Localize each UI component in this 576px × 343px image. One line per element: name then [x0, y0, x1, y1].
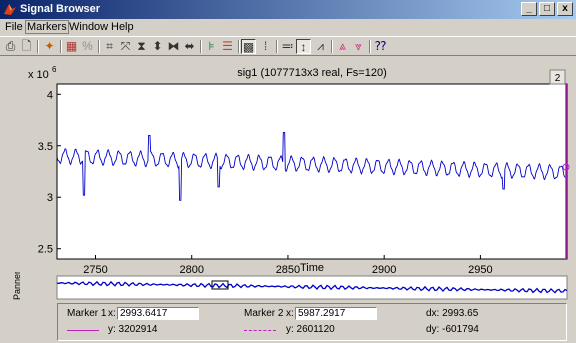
y-exponent-base: x 10	[28, 69, 49, 81]
marker2-line-swatch	[244, 330, 276, 331]
track-markers-icon[interactable]: ⁞	[263, 39, 268, 53]
y-tick-label: 2.5	[38, 244, 53, 256]
zoom-y-in-icon[interactable]: ⬍	[152, 39, 163, 53]
toolbar: ⎙ 🗋 ✦ ▦ % ⌗ ⤧ ⧗ ⬍ ⧓ ⬌ ⊧ ☰ ▩ ⁞ ≕ ↕ ⩘ ⩓ ⩔ …	[0, 36, 576, 56]
slope-markers-icon[interactable]: ≕	[281, 39, 294, 53]
menu-window[interactable]: Window	[69, 21, 109, 33]
marker1-x-label: x:	[108, 308, 116, 319]
marker1-line-swatch	[67, 330, 99, 331]
marker1-y-readout: y: 3202914	[108, 324, 158, 335]
valley-marker-icon[interactable]: ⩔	[355, 39, 362, 53]
print-preview-icon[interactable]: 🗋	[21, 39, 32, 53]
marker1-dot[interactable]	[562, 163, 570, 171]
menu-bar: File Markers Window Help	[0, 19, 576, 36]
y-tick-label: 3.5	[38, 141, 53, 153]
marker1-label: Marker 1	[67, 308, 107, 319]
menu-markers[interactable]: Markers	[25, 20, 69, 34]
whats-this-help-icon[interactable]: ⁇	[374, 39, 387, 53]
zoom-x-in-icon[interactable]: ⬌	[184, 39, 195, 53]
dy-readout: dy: -601794	[426, 324, 479, 335]
marker2-x-field[interactable]: 5987.2917	[295, 307, 377, 320]
panner-signal-line	[56, 280, 568, 294]
zoom-y-out-icon[interactable]: ⧗	[137, 39, 146, 53]
panner-area[interactable]	[56, 275, 568, 300]
peaks-icon[interactable]: ↕	[296, 39, 311, 54]
window-title: Signal Browser	[20, 3, 101, 15]
plot-area[interactable]	[56, 83, 568, 260]
y-exponent-power: 6	[52, 65, 57, 74]
valleys-icon[interactable]: ⩘	[317, 39, 324, 53]
maximize-button[interactable]: □	[539, 2, 555, 16]
select-signal-icon[interactable]: ✦	[44, 39, 55, 53]
vertical-markers-icon[interactable]: ⊧	[208, 39, 215, 53]
zoom-box-icon[interactable]: ⌗	[106, 39, 113, 53]
panner-patch[interactable]	[211, 280, 229, 290]
plot-title: sig1 (1077713x3 real, Fs=120)	[237, 67, 387, 79]
panel-number-box[interactable]	[549, 69, 566, 85]
y-ticks: 4 3.5 3 2.5	[38, 89, 61, 256]
marker2-label: Marker 2	[244, 308, 284, 319]
signal-line	[56, 131, 568, 201]
x-axis-label: Time	[300, 262, 324, 274]
marker2-x-label: x:	[286, 308, 294, 319]
peak-marker-icon[interactable]: ⩓	[339, 39, 346, 53]
menu-file[interactable]: File	[5, 21, 23, 33]
matlab-icon	[4, 4, 16, 15]
array-signal-icon[interactable]: ▦	[65, 39, 78, 53]
close-button[interactable]: x	[557, 2, 573, 16]
panel-number: 2	[555, 73, 561, 84]
dx-readout: dx: 2993.65	[426, 308, 479, 319]
marker2-y-readout: y: 2601120	[286, 324, 335, 335]
menu-help[interactable]: Help	[111, 21, 134, 33]
x-tick-label: 2800	[179, 264, 203, 276]
zoom-in-xy-icon[interactable]: ⤧	[120, 39, 131, 53]
x-tick-label: 2850	[276, 264, 300, 276]
x-tick-label: 2950	[468, 264, 492, 276]
y-tick-label: 4	[47, 89, 53, 101]
title-bar: Signal Browser _ □ x	[0, 0, 576, 19]
panner-label: Panner	[12, 272, 22, 300]
main-axes[interactable]: sig1 (1077713x3 real, Fs=120) x 10 6 4 3.…	[0, 56, 576, 276]
print-icon[interactable]: ⎙	[5, 39, 16, 53]
line-properties-icon[interactable]: %	[82, 39, 93, 53]
marker1-x-field[interactable]: 2993.6417	[117, 307, 199, 320]
horizontal-markers-icon[interactable]: ☰	[222, 39, 233, 53]
panner-toggle-icon[interactable]: ▩	[241, 39, 256, 54]
x-tick-label: 2750	[83, 264, 107, 276]
x-ticks: 2750 2800 2850 2900 2950	[83, 255, 493, 276]
minimize-button[interactable]: _	[521, 2, 537, 16]
panner[interactable]: Panner	[0, 272, 576, 304]
zoom-x-out-icon[interactable]: ⧓	[167, 39, 180, 53]
x-tick-label: 2900	[372, 264, 396, 276]
y-tick-label: 3	[47, 192, 53, 204]
marker-panel: Marker 1 x: 2993.6417 y: 3202914 Marker …	[57, 303, 567, 341]
